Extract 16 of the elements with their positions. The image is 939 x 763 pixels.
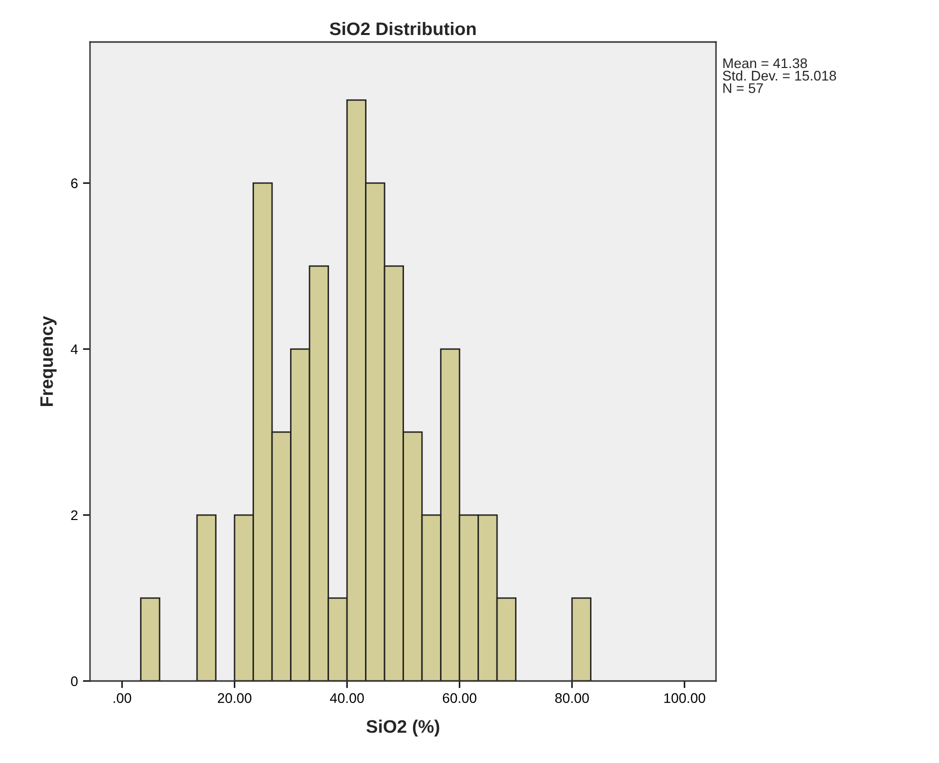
x-tick-label: 40.00 [330, 693, 364, 704]
y-tick-label: 6 [71, 178, 78, 188]
x-tick-label: 100.00 [664, 693, 706, 704]
x-tick-label: 20.00 [218, 693, 252, 704]
text: Mean = 41.38 [723, 58, 807, 68]
x-tick-label: 60.00 [442, 693, 476, 704]
x-tick-label: 80.00 [555, 693, 589, 704]
text: Std. Dev. = 15.018 [722, 70, 836, 81]
chart-title: SiO2 Distribution [330, 22, 476, 36]
y-tick-label: 4 [70, 344, 78, 354]
x-tick-label: .00 [114, 693, 132, 704]
x-axis-title: SiO2 (%) [366, 720, 440, 736]
y-tick-label: 2 [71, 510, 78, 520]
text: N = 57 [723, 83, 763, 94]
y-axis-title: Frequency [40, 316, 57, 406]
y-tick-label: 0 [71, 676, 78, 686]
